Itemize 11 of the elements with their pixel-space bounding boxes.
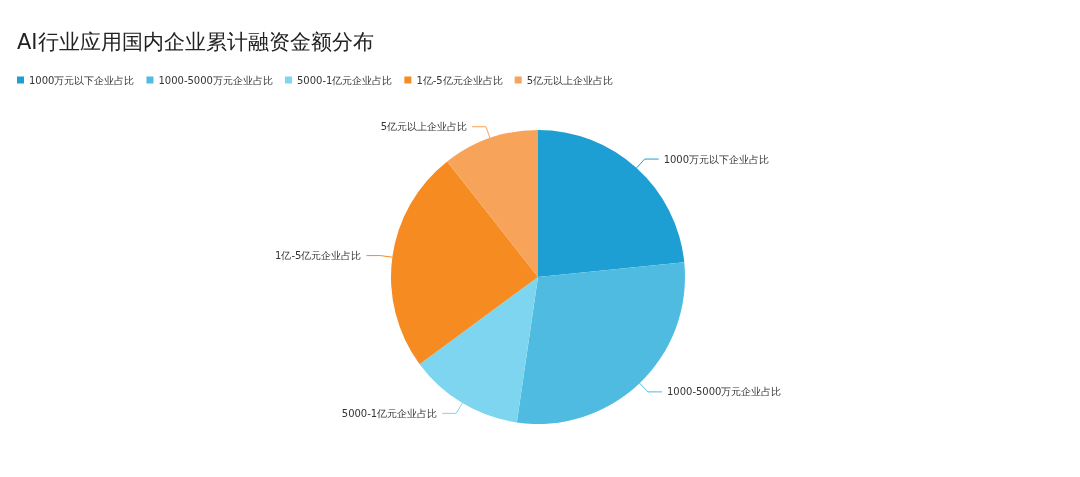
slice-label: 1000-5000万元企业占比 [666, 386, 782, 398]
chart-title: AI行业应用国内企业累计融资金额分布 [17, 29, 374, 54]
slice-label: 1亿-5亿元企业占比 [275, 250, 362, 262]
legend-label: 5亿元以上企业占比 [526, 74, 614, 86]
legend-label: 1000万元以下企业占比 [29, 74, 135, 86]
slice-label: 5亿元以上企业占比 [380, 121, 468, 133]
legend-label: 5000-1亿元企业占比 [296, 74, 393, 86]
legend-label: 1亿-5亿元企业占比 [416, 74, 503, 86]
legend-label: 1000-5000万元企业占比 [158, 74, 273, 86]
slice-label: 1000万元以下企业占比 [663, 153, 770, 165]
slice-label: 5000-1亿元企业占比 [341, 407, 438, 419]
